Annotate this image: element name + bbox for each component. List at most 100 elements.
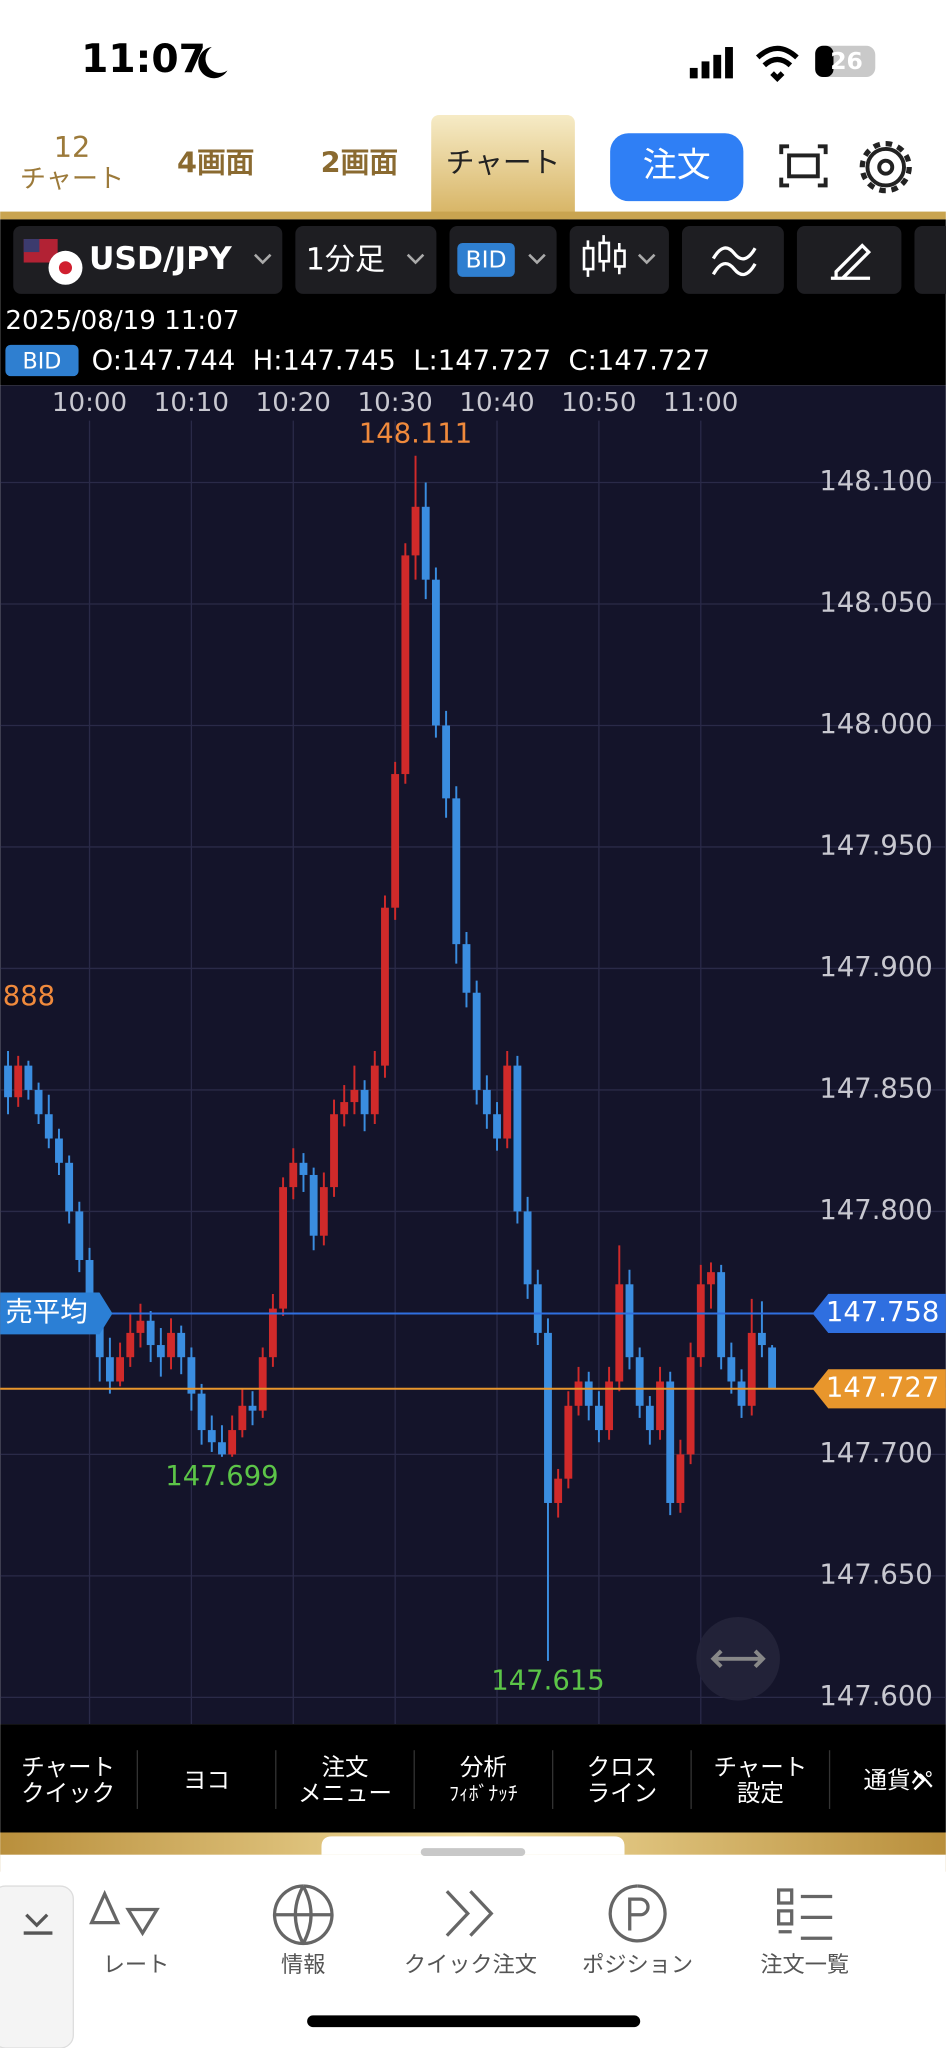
- candle-body: [360, 1089, 369, 1115]
- nav-label[interactable]: 注文一覧: [760, 1952, 849, 1978]
- menu-item[interactable]: 分析: [460, 1753, 507, 1781]
- scroll-icon: [710, 1649, 766, 1668]
- y-tick-label: 147.600: [819, 1681, 932, 1712]
- nav-label[interactable]: ポジション: [582, 1952, 693, 1978]
- menu-item[interactable]: ﾌｨﾎﾞﾅｯﾁ: [449, 1782, 518, 1805]
- menu-item[interactable]: クイック: [21, 1779, 115, 1807]
- screen-tab[interactable]: チャート: [20, 165, 124, 195]
- chart-type-button[interactable]: [569, 225, 669, 294]
- menu-item[interactable]: メニュー: [298, 1779, 392, 1807]
- nav-icon: [89, 1889, 160, 1937]
- candle-body: [4, 1065, 12, 1098]
- pair-button[interactable]: [13, 225, 283, 294]
- price-tag-label: 147.727: [826, 1372, 939, 1403]
- battery-text: 26: [830, 47, 863, 75]
- x-tick-label: 11:00: [663, 388, 738, 418]
- menu-item[interactable]: チャート: [713, 1753, 807, 1781]
- nav-label[interactable]: 情報: [281, 1952, 325, 1978]
- menu-item[interactable]: クロス: [587, 1753, 658, 1781]
- timeframe-button[interactable]: [295, 225, 437, 294]
- sheet-handle[interactable]: [420, 1848, 526, 1856]
- candle-body: [146, 1320, 155, 1346]
- candle-body: [370, 1065, 379, 1115]
- landscape-icon[interactable]: [779, 144, 828, 188]
- flag-us-canton: [23, 239, 40, 253]
- x-tick-label: 10:10: [154, 388, 229, 418]
- candle-body: [85, 1260, 94, 1309]
- tab[interactable]: 4画面: [177, 146, 254, 180]
- pen-icon: [830, 243, 872, 280]
- menu-item[interactable]: ライン: [587, 1779, 658, 1807]
- moon-icon: [198, 47, 228, 79]
- candle-body: [381, 907, 389, 1066]
- x-tick-label: 10:30: [358, 388, 433, 418]
- candle-body: [207, 1430, 216, 1443]
- order-button-bg[interactable]: [610, 133, 744, 202]
- price-type[interactable]: BID: [465, 246, 506, 274]
- candle-body: [768, 1347, 777, 1389]
- info-price-type: BID: [23, 348, 62, 374]
- nav-label[interactable]: レート: [103, 1952, 170, 1978]
- chart: [0, 420, 946, 1725]
- menu-item[interactable]: 設定: [737, 1779, 784, 1807]
- y-tick-label: 148.000: [819, 709, 932, 740]
- indicator-button[interactable]: [681, 225, 784, 294]
- tab[interactable]: 2画面: [321, 146, 398, 180]
- tab-selected[interactable]: チャート: [446, 146, 561, 180]
- timeframe[interactable]: 1分足: [306, 243, 385, 278]
- settings-icon[interactable]: [859, 141, 912, 194]
- bottom-nav: レート 情報 クイック注文 ポジション 注文一覧: [89, 1884, 849, 1978]
- y-tick-label: 147.800: [819, 1195, 932, 1226]
- order-button[interactable]: 注文: [643, 146, 711, 186]
- candle-body: [197, 1393, 206, 1431]
- nav-label[interactable]: クイック注文: [404, 1952, 537, 1978]
- nav-icon: [272, 1884, 334, 1946]
- candle-body: [116, 1357, 125, 1382]
- nav-icon: [608, 1884, 667, 1943]
- candle-body: [747, 1332, 756, 1406]
- info-badge: [5, 344, 79, 377]
- extreme-label: 147.699: [165, 1461, 278, 1492]
- candle-body: [24, 1065, 33, 1090]
- candle-body: [554, 1478, 563, 1503]
- price-tag-label: 147.758: [826, 1297, 939, 1328]
- more-button[interactable]: [914, 225, 946, 294]
- candle-body: [707, 1272, 715, 1285]
- candle-body: [218, 1442, 226, 1455]
- candle-body: [156, 1345, 165, 1358]
- extreme-label: 147.615: [491, 1665, 604, 1696]
- menu-item[interactable]: チャート: [21, 1753, 115, 1781]
- collapse-button[interactable]: [0, 1885, 74, 2048]
- menu-item[interactable]: ヨコ: [183, 1766, 230, 1794]
- candle-body: [177, 1332, 186, 1358]
- price-tag: [812, 1369, 946, 1409]
- x-tick-label: 10:00: [52, 388, 127, 418]
- candle-body: [584, 1381, 593, 1406]
- screen-count[interactable]: 12: [54, 130, 91, 164]
- candle-body: [319, 1187, 328, 1236]
- candle-body: [594, 1405, 603, 1431]
- menu-item[interactable]: 注文: [321, 1753, 368, 1781]
- candle-body: [686, 1357, 695, 1455]
- y-tick-label: 148.050: [819, 587, 932, 618]
- pair[interactable]: USD/JPY: [89, 241, 232, 277]
- battery-level: [815, 45, 834, 78]
- edge-label: 888: [3, 981, 55, 1012]
- candle-body: [737, 1381, 746, 1406]
- x-tick-label: 10:40: [459, 388, 534, 418]
- x-tick-label: 10:50: [561, 388, 636, 418]
- candle-body: [625, 1284, 634, 1358]
- candle-body: [493, 1114, 501, 1139]
- candle-body: [228, 1430, 237, 1455]
- candle-body: [513, 1065, 522, 1212]
- tab-selected-bg: [431, 114, 575, 220]
- candle-body: [340, 1102, 349, 1115]
- candle-body: [330, 1114, 338, 1188]
- nav-icon: [445, 1890, 494, 1937]
- datetime: 2025/08/19 11:07: [5, 306, 239, 336]
- candle-body: [65, 1162, 74, 1212]
